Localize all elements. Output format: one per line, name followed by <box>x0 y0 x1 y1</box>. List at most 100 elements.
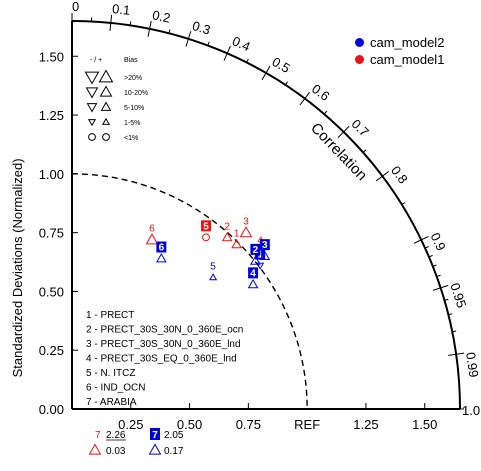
correlation-tick <box>440 284 449 289</box>
variable-list-item: 3 - PRECT_30S_30N_0_360E_lnd <box>86 339 241 350</box>
legend-label-model2: cam_model2 <box>370 35 445 50</box>
bias-key-label: 1-5% <box>124 120 140 127</box>
x-tick-label: 0.25 <box>118 417 143 432</box>
data-label: 1 <box>257 250 263 261</box>
data-label: 1 <box>234 228 240 239</box>
correlation-tick-label: 0.95 <box>447 281 469 310</box>
variable-list-item: 5 - N. ITCZ <box>86 368 135 379</box>
correlation-tick <box>187 31 192 40</box>
y-axis-title: Standardized Deviations (Normalized) <box>10 158 25 377</box>
data-label-box <box>250 243 261 255</box>
data-label: 5 <box>203 221 209 232</box>
correlation-tick-label: 0.5 <box>270 54 293 76</box>
y-tick-label: 0.00 <box>39 402 64 417</box>
bias-key-marker-minus <box>84 71 100 85</box>
y-tick-label: 1.50 <box>39 49 64 64</box>
y-tick-label: 0.25 <box>39 343 64 358</box>
variable-list-item: 6 - IND_OCN <box>86 383 145 394</box>
correlation-minor-tick <box>436 274 441 278</box>
data-label: 6 <box>149 224 155 235</box>
correlation-tick <box>149 20 152 29</box>
correlation-minor-tick <box>362 149 367 153</box>
legend-marker-model1 <box>355 55 364 64</box>
correlation-tick <box>226 45 231 54</box>
variable-list-item: 1 - PRECT <box>86 310 134 321</box>
correlation-tick <box>304 91 311 99</box>
correlation-minor-tick <box>246 58 249 63</box>
correlation-tick-label: 0.9 <box>428 230 449 253</box>
correlation-tick <box>382 170 390 177</box>
bias-key-marker-plus <box>102 133 110 141</box>
correlation-tick-inner <box>299 98 306 106</box>
correlation-tick <box>456 352 465 355</box>
bias-key-marker-plus <box>101 117 111 125</box>
outlier-bias-model1: 0.03 <box>106 446 126 457</box>
legend-marker-model2 <box>355 38 364 47</box>
data-label: 4 <box>250 268 256 279</box>
y-tick-label: 0.75 <box>39 226 64 241</box>
data-label: 3 <box>243 217 249 228</box>
outlier-id-box-model2 <box>150 428 160 440</box>
correlation-tick-label: 0.6 <box>309 81 332 104</box>
legend: cam_model2 cam_model1 <box>355 34 444 68</box>
outlier-id-model1: 7 <box>95 430 101 441</box>
bias-key-label: 5-10% <box>124 105 144 112</box>
data-marker <box>155 252 167 263</box>
bias-key-marker-plus <box>100 101 112 111</box>
y-tick-label: 0.50 <box>39 284 64 299</box>
correlation-minor-tick <box>428 254 433 258</box>
data-marker <box>221 231 233 242</box>
outer-arc <box>71 20 461 410</box>
correlation-tick-label: 0.8 <box>388 163 411 186</box>
legend-item-model1: cam_model1 <box>355 51 444 68</box>
outlier-marker-model2 <box>148 443 162 455</box>
correlation-end-label: 1.0 <box>462 403 480 418</box>
data-marker <box>145 233 159 245</box>
correlation-minor-tick <box>424 246 429 249</box>
bias-key-label: >20% <box>124 75 142 82</box>
correlation-tick-inner <box>413 239 422 244</box>
x-tick-label: 1.25 <box>353 417 378 432</box>
correlation-tick-inner <box>375 175 383 182</box>
data-label: 5 <box>210 261 216 272</box>
correlation-tick-inner <box>147 28 151 37</box>
correlation-tick <box>343 125 350 133</box>
outlier-id-model2: 7 <box>152 430 158 441</box>
bias-key-marker-minus <box>86 103 98 113</box>
correlation-tick-inner <box>432 287 441 291</box>
data-label: 2 <box>224 221 230 232</box>
legend-label-model1: cam_model1 <box>370 52 445 67</box>
variable-list: 1 - PRECT 2 - PRECT_30S_30N_0_360E_ocn 3 -… <box>86 310 243 408</box>
correlation-tick-label: 0.7 <box>349 116 372 139</box>
outlier-std-model2: 2.05 <box>164 430 184 441</box>
outlier-marker-model1 <box>88 443 102 455</box>
data-marker <box>202 233 210 242</box>
outlier-std-model1: 2.26 <box>106 430 126 441</box>
correlation-tick-label: 0.4 <box>230 33 253 54</box>
data-marker <box>256 262 265 270</box>
data-label: 2 <box>253 245 259 256</box>
correlation-tick-label: 0.1 <box>112 1 131 18</box>
data-marker <box>239 226 253 238</box>
correlation-minor-tick <box>168 29 171 34</box>
x-tick-label: 1.50 <box>412 417 437 432</box>
data-marker <box>209 273 218 281</box>
correlation-minor-tick <box>452 330 457 333</box>
y-tick-label: 1.25 <box>39 108 64 123</box>
bias-key-marker-minus <box>88 133 96 141</box>
correlation-minor-tick <box>323 110 328 115</box>
x-tick-label: 0.50 <box>177 417 202 432</box>
correlation-tick-inner <box>223 53 228 61</box>
variable-list-item: 2 - PRECT_30S_30N_0_360E_ocn <box>86 325 243 336</box>
correlation-minor-tick <box>207 41 210 46</box>
outlier-bias-model2: 0.17 <box>164 446 184 457</box>
variable-list-item: 4 - PRECT_30S_EQ_0_360E_lnd <box>86 354 237 365</box>
correlation-tick-label: 0 <box>72 0 79 14</box>
data-marker <box>231 238 242 249</box>
data-label-box <box>156 241 167 253</box>
correlation-tick-inner <box>448 353 457 356</box>
bias-key-marker-plus <box>98 69 114 83</box>
correlation-tick-label: 0.99 <box>463 351 481 378</box>
